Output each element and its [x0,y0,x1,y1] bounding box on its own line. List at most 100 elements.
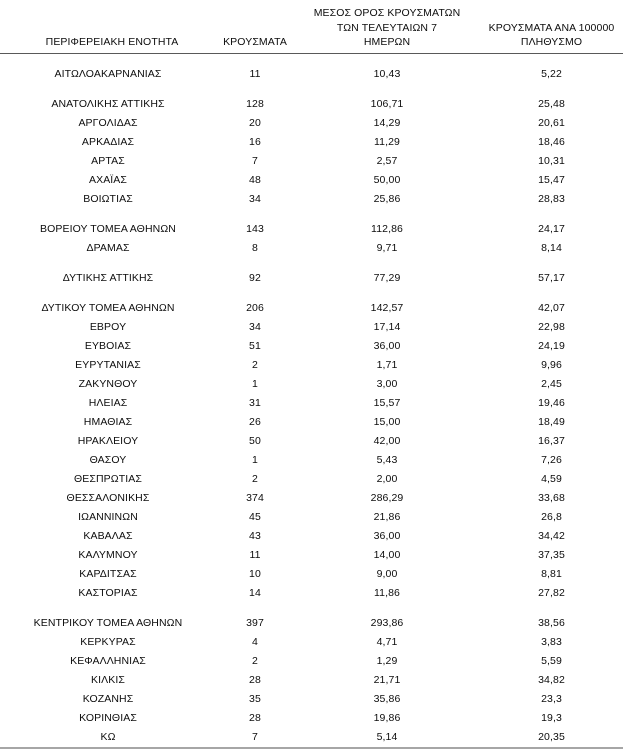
cell-seven-day-average: 21,71 [373,673,401,686]
column-header-cases-per-100000: ΚΡΟΥΣΜΑΤΑ ΑΝΑ 100000 ΠΛΗΘΥΣΜΟ [480,6,623,54]
table-row: ΚΕΝΤΡΙΚΟΥ ΤΟΜΕΑ ΑΘΗΝΩΝ 397 293,86 38,56 [0,614,623,633]
spacer-cell [216,258,294,269]
table-row: ΗΜΑΘΙΑΣ 26 15,00 18,49 [0,413,623,432]
spacer-cell [480,84,623,95]
spacer-cell [480,209,623,220]
cell-cases-per-100000: 10,31 [538,154,565,167]
cell-cases-per-100000: 24,19 [538,339,565,352]
cell-cases-per-100000: 34,42 [538,529,565,542]
cell-cases-per-100000: 28,83 [538,192,565,205]
cell-cases-per-100000: 38,56 [538,616,565,629]
cell-cases: 143 [246,222,264,235]
cell-cases-per-100000: 8,14 [541,241,562,254]
cell-seven-day-average: 286,29 [370,491,404,504]
cell-seven-day-average: 10,43 [373,67,401,80]
cell-cases-per-100000: 34,82 [538,673,565,686]
spacer-cell [0,209,216,220]
cell-seven-day-average: 5,14 [294,727,480,749]
cell-region: ΑΧΑΪΑΣ [88,173,128,186]
cell-seven-day-average: 2,57 [376,154,398,167]
cell-cases: 4 [252,635,258,648]
cell-seven-day-average: 106,71 [370,97,404,110]
cell-region: ΕΒΡΟΥ [89,320,127,333]
spacer-cell [294,84,480,95]
cell-region: ΚΑΡΔΙΤΣΑΣ [79,567,137,580]
cell-region: ΘΑΣΟΥ [89,453,127,466]
cell-cases-per-100000: 16,37 [538,434,565,447]
cell-cases: 31 [249,396,261,409]
cell-cases-per-100000: 42,07 [538,301,565,314]
cell-cases: 51 [249,339,261,352]
cell-cases-per-100000: 23,3 [541,692,562,705]
cell-region: ΔΡΑΜΑΣ [86,241,130,254]
spacer-cell [480,53,623,65]
cell-seven-day-average: 2,00 [376,472,398,485]
table-row: ΘΕΣΣΑΛΟΝΙΚΗΣ 374 286,29 33,68 [0,489,623,508]
table-row: ΚΑΣΤΟΡΙΑΣ 14 11,86 27,82 [0,584,623,603]
cell-cases-per-100000: 15,47 [538,173,565,186]
cell-seven-day-average: 9,71 [376,241,398,254]
spacer-cell [480,258,623,269]
table-row: ΗΛΕΙΑΣ 31 15,57 19,46 [0,394,623,413]
cell-cases: 16 [249,135,261,148]
spacer-cell [216,603,294,614]
table-row: ΚΟΡΙΝΘΙΑΣ 28 19,86 19,3 [0,709,623,728]
cell-region: ΑΡΤΑΣ [91,154,125,167]
cell-region: ΚΕΦΑΛΛΗΝΙΑΣ [70,654,146,667]
cell-cases: 128 [246,97,264,110]
cell-region: ΚΑΛΥΜΝΟΥ [78,548,138,561]
cell-seven-day-average: 11,29 [374,135,400,148]
cell-cases-per-100000: 19,46 [538,396,565,409]
cell-cases: 48 [249,173,261,186]
table-row: ΑΧΑΪΑΣ 48 50,00 15,47 [0,171,623,190]
spacer-cell [294,209,480,220]
cell-cases: 14 [249,586,261,599]
cell-cases-per-100000: 25,48 [538,97,565,110]
table-row: ΚΙΛΚΙΣ 28 21,71 34,82 [0,671,623,690]
cell-cases-per-100000: 4,59 [541,472,562,485]
cell-region: ΚΟΖΑΝΗΣ [82,692,134,705]
cell-region: ΑΝΑΤΟΛΙΚΗΣ ΑΤΤΙΚΗΣ [51,97,165,110]
table-row: ΕΥΡΥΤΑΝΙΑΣ 2 1,71 9,96 [0,356,623,375]
table-row: ΑΡΓΟΛΙΔΑΣ 20 14,29 20,61 [0,114,623,133]
cell-seven-day-average: 4,71 [376,635,398,648]
spacer-cell [216,209,294,220]
cell-region: ΚΙΛΚΙΣ [91,673,125,686]
cell-cases: 11 [249,548,261,561]
spacer-cell [0,84,216,95]
cell-cases: 50 [249,434,261,447]
cell-cases: 2 [252,472,258,485]
cell-region: ΚΕΡΚΥΡΑΣ [80,635,136,648]
table-row: ΚΩ 7 5,14 20,35 [0,727,623,749]
cell-cases-per-100000: 2,45 [541,377,562,390]
spacer-cell [0,288,216,299]
cell-cases: 92 [249,271,261,284]
cell-cases-per-100000: 20,61 [538,116,565,129]
cell-cases: 35 [249,692,261,705]
table-row: ΚΕΡΚΥΡΑΣ 4 4,71 3,83 [0,633,623,652]
cell-seven-day-average: 293,86 [370,616,404,629]
cell-region: ΑΙΤΩΛΟΑΚΑΡΝΑΝΙΑΣ [54,67,162,80]
cell-cases-per-100000: 18,49 [538,415,565,428]
cell-cases-per-100000: 5,59 [541,654,562,667]
cell-seven-day-average: 36,00 [373,529,401,542]
cell-seven-day-average: 15,57 [373,396,401,409]
spacer-cell [0,53,216,65]
cell-cases: 28 [249,711,261,724]
cell-region: ΗΛΕΙΑΣ [88,396,128,409]
cell-cases-per-100000: 8,81 [541,567,562,580]
spacer-cell [0,258,216,269]
table-body: ΑΙΤΩΛΟΑΚΑΡΝΑΝΙΑΣ 11 10,43 5,22 ΑΝΑΤΟΛΙΚΗΣ ΑΤ… [0,53,623,749]
table-row: ΔΡΑΜΑΣ 8 9,71 8,14 [0,239,623,258]
cell-cases: 397 [246,616,264,629]
table-spacer-row [0,288,623,299]
cell-region: ΙΩΑΝΝΙΝΩΝ [78,510,138,523]
cell-seven-day-average: 11,86 [374,586,400,599]
cell-seven-day-average: 112,86 [371,222,403,235]
cell-cases: 34 [249,192,261,205]
cell-region: ΑΡΚΑΔΙΑΣ [81,135,135,148]
table-row: ΔΥΤΙΚΟΥ ΤΟΜΕΑ ΑΘΗΝΩΝ 206 142,57 42,07 [0,299,623,318]
cell-cases-per-100000: 19,3 [541,711,562,724]
cell-cases: 2 [252,358,258,371]
